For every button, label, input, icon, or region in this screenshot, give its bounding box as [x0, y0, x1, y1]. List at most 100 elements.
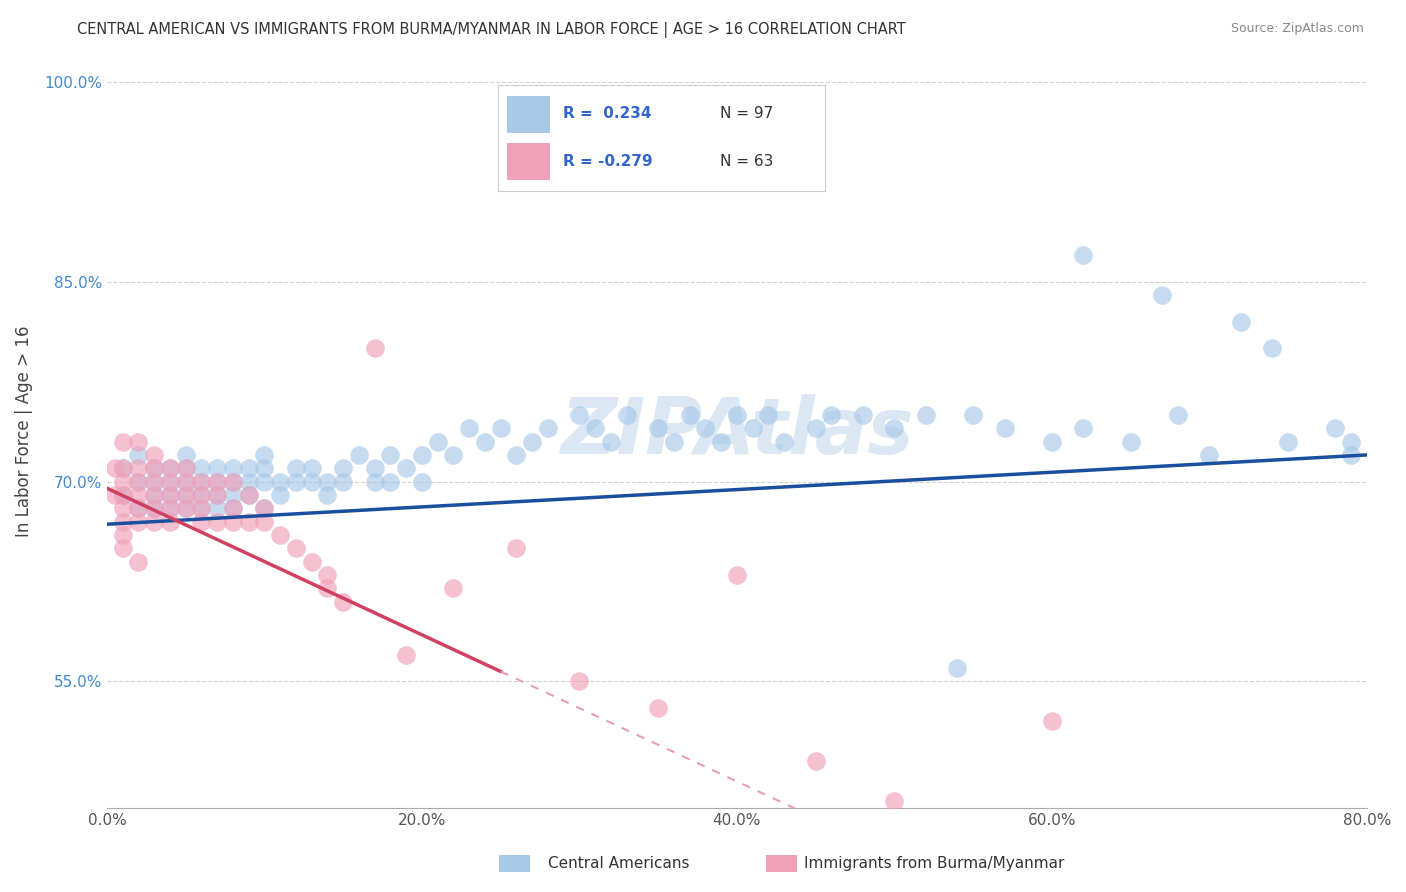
Point: [537, 421, 560, 435]
Point: [411, 448, 433, 462]
Text: ZIPAtlas: ZIPAtlas: [560, 393, 914, 469]
Point: [127, 434, 149, 449]
Point: [1073, 248, 1095, 262]
Point: [190, 501, 212, 516]
Point: [253, 501, 276, 516]
Point: [1040, 434, 1063, 449]
Point: [316, 581, 339, 595]
Point: [111, 528, 134, 542]
Point: [238, 475, 260, 489]
Point: [127, 488, 149, 502]
Point: [205, 488, 228, 502]
Point: [1152, 288, 1174, 302]
Point: [205, 488, 228, 502]
Point: [190, 461, 212, 475]
Point: [111, 501, 134, 516]
Point: [316, 475, 339, 489]
Point: [269, 475, 291, 489]
Point: [190, 475, 212, 489]
Point: [174, 448, 197, 462]
Point: [222, 461, 245, 475]
Point: [1277, 434, 1299, 449]
Point: [190, 475, 212, 489]
Point: [804, 755, 827, 769]
Point: [883, 794, 905, 808]
Point: [174, 488, 197, 502]
Point: [253, 515, 276, 529]
Point: [363, 341, 385, 355]
Point: [174, 501, 197, 516]
Point: [1073, 421, 1095, 435]
Point: [647, 701, 669, 715]
Point: [647, 421, 669, 435]
Point: [111, 461, 134, 475]
Point: [159, 501, 181, 516]
Point: [1198, 448, 1220, 462]
Point: [205, 501, 228, 516]
Point: [127, 555, 149, 569]
Point: [583, 421, 606, 435]
Point: [883, 421, 905, 435]
Point: [143, 488, 166, 502]
Point: [915, 408, 938, 422]
Point: [316, 567, 339, 582]
Point: [662, 434, 685, 449]
Point: [773, 434, 796, 449]
Point: [679, 408, 702, 422]
Point: [127, 448, 149, 462]
Text: Immigrants from Burma/Myanmar: Immigrants from Burma/Myanmar: [804, 856, 1064, 871]
Point: [269, 488, 291, 502]
Point: [104, 488, 127, 502]
Point: [238, 461, 260, 475]
Point: [222, 515, 245, 529]
Point: [222, 488, 245, 502]
Point: [380, 475, 402, 489]
Point: [127, 501, 149, 516]
Point: [111, 488, 134, 502]
Point: [205, 515, 228, 529]
Point: [143, 475, 166, 489]
Point: [804, 421, 827, 435]
Point: [458, 421, 481, 435]
Point: [710, 434, 733, 449]
Point: [915, 821, 938, 835]
Point: [174, 501, 197, 516]
Point: [238, 488, 260, 502]
Point: [316, 488, 339, 502]
Point: [725, 567, 748, 582]
Point: [205, 475, 228, 489]
Point: [1230, 315, 1253, 329]
Point: [104, 461, 127, 475]
Point: [143, 488, 166, 502]
Point: [159, 475, 181, 489]
Point: [820, 408, 842, 422]
Point: [238, 515, 260, 529]
Point: [143, 461, 166, 475]
Point: [190, 501, 212, 516]
Point: [222, 475, 245, 489]
Point: [253, 475, 276, 489]
Point: [159, 461, 181, 475]
Point: [441, 448, 464, 462]
Point: [143, 501, 166, 516]
Point: [332, 475, 354, 489]
Point: [174, 488, 197, 502]
Point: [994, 421, 1017, 435]
Point: [174, 475, 197, 489]
Point: [111, 475, 134, 489]
Point: [474, 434, 496, 449]
Point: [363, 475, 385, 489]
Text: Central Americans: Central Americans: [548, 856, 690, 871]
Point: [269, 528, 291, 542]
Point: [962, 408, 984, 422]
Point: [1119, 434, 1142, 449]
Point: [363, 461, 385, 475]
Point: [190, 515, 212, 529]
Point: [253, 501, 276, 516]
Point: [253, 461, 276, 475]
Point: [1261, 341, 1284, 355]
Point: [520, 434, 543, 449]
Point: [159, 515, 181, 529]
Point: [1340, 448, 1362, 462]
Point: [238, 488, 260, 502]
